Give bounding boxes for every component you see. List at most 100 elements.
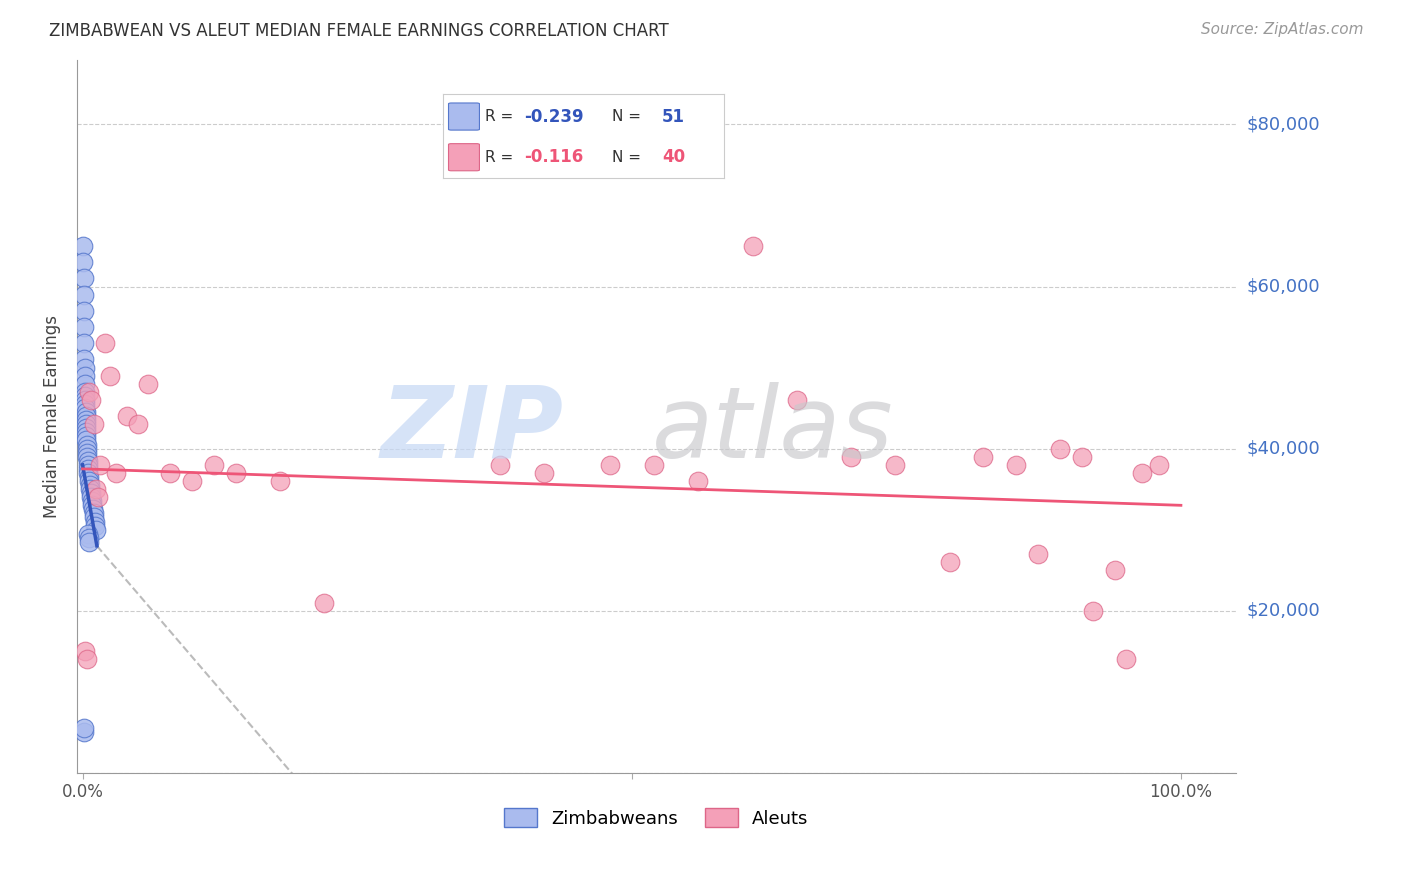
Point [1104, 563, 1126, 577]
Point [80, 494, 103, 508]
Point [73, 287, 96, 301]
Point [77, 531, 100, 545]
Point [77, 534, 100, 549]
Point [80, 486, 103, 500]
Point [75, 405, 97, 419]
Point [73, 384, 96, 399]
Point [77, 466, 100, 480]
Point [73, 336, 96, 351]
Point [643, 458, 665, 472]
FancyBboxPatch shape [449, 103, 479, 130]
Point [80, 490, 103, 504]
Point [76, 442, 98, 456]
Point [77, 470, 100, 484]
Point [73, 368, 96, 383]
Point [83, 417, 105, 432]
Point [73, 320, 96, 334]
Point [73, 303, 96, 318]
Point [76, 458, 98, 472]
Point [73, 392, 96, 407]
Point [84, 482, 107, 496]
Point [1026, 547, 1049, 561]
Text: $40,000: $40,000 [1247, 440, 1320, 458]
Point [138, 376, 160, 391]
Point [84, 523, 107, 537]
Point [82, 502, 104, 516]
Point [84, 518, 107, 533]
Point [181, 474, 204, 488]
Point [1005, 458, 1028, 472]
Point [73, 360, 96, 375]
Text: R =: R = [485, 150, 523, 165]
Point [741, 239, 763, 253]
Point [72, 239, 94, 253]
Point [73, 376, 96, 391]
Point [314, 596, 336, 610]
Point [841, 450, 863, 464]
Point [77, 474, 100, 488]
Text: atlas: atlas [651, 382, 893, 479]
Point [75, 434, 97, 448]
Point [87, 490, 110, 504]
Point [72, 255, 94, 269]
Point [77, 384, 100, 399]
Text: N =: N = [612, 109, 645, 124]
Text: ZIMBABWEAN VS ALEUT MEDIAN FEMALE EARNINGS CORRELATION CHART: ZIMBABWEAN VS ALEUT MEDIAN FEMALE EARNIN… [49, 22, 669, 40]
Point [533, 466, 555, 480]
Text: $60,000: $60,000 [1247, 277, 1320, 295]
Point [73, 725, 96, 739]
Point [75, 397, 97, 411]
Point [1115, 652, 1137, 666]
Text: N =: N = [612, 150, 645, 165]
Point [80, 392, 103, 407]
Point [225, 466, 247, 480]
Point [73, 271, 96, 285]
Point [1071, 450, 1094, 464]
Point [75, 425, 97, 440]
Point [93, 336, 115, 351]
Point [75, 421, 97, 435]
Point [75, 401, 97, 415]
Point [73, 352, 96, 367]
Legend: Zimbabweans, Aleuts: Zimbabweans, Aleuts [498, 801, 815, 835]
Text: 51: 51 [662, 108, 685, 126]
Point [75, 409, 97, 424]
Point [489, 458, 512, 472]
Point [76, 652, 98, 666]
Point [202, 458, 225, 472]
Point [786, 392, 808, 407]
Point [972, 450, 994, 464]
Point [686, 474, 709, 488]
Point [98, 368, 121, 383]
Point [159, 466, 181, 480]
Text: 40: 40 [662, 148, 685, 166]
Point [115, 409, 138, 424]
Point [599, 458, 621, 472]
Point [73, 644, 96, 658]
Text: -0.116: -0.116 [524, 148, 583, 166]
Point [104, 466, 127, 480]
Y-axis label: Median Female Earnings: Median Female Earnings [44, 315, 60, 517]
Point [1049, 442, 1071, 456]
Point [89, 458, 111, 472]
Point [77, 526, 100, 541]
Point [884, 458, 907, 472]
Text: Source: ZipAtlas.com: Source: ZipAtlas.com [1201, 22, 1364, 37]
Point [269, 474, 291, 488]
Point [82, 498, 104, 512]
Text: -0.239: -0.239 [524, 108, 583, 126]
Point [1132, 466, 1154, 480]
Point [76, 445, 98, 459]
Text: ZIP: ZIP [381, 382, 564, 479]
Point [76, 454, 98, 468]
Point [76, 462, 98, 476]
Point [73, 389, 96, 403]
Point [76, 450, 98, 464]
Point [83, 515, 105, 529]
Text: R =: R = [485, 109, 519, 124]
Point [939, 555, 962, 569]
Point [83, 507, 105, 521]
Point [127, 417, 149, 432]
Point [75, 413, 97, 427]
FancyBboxPatch shape [449, 144, 479, 170]
